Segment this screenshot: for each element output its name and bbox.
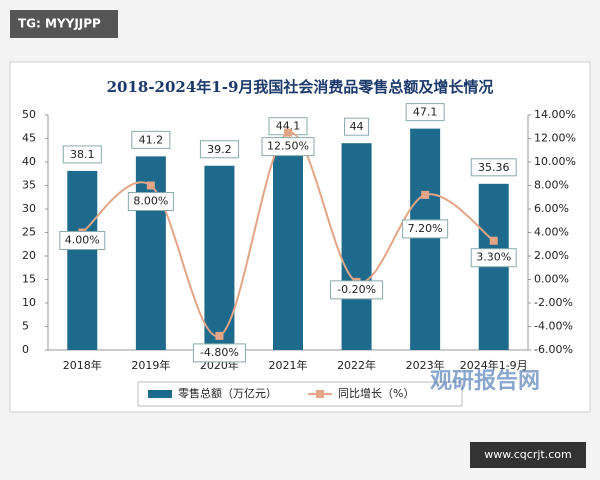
y-tick-label: 0 [22, 343, 29, 356]
bar [341, 143, 372, 350]
line-label: 3.30% [476, 251, 511, 264]
line-label-box [330, 280, 384, 300]
line-marker [284, 128, 292, 137]
bar [273, 142, 303, 350]
watermark-brand: 观研报告网 [430, 369, 540, 394]
y-tick-label: 15 [22, 273, 36, 286]
badge-box [10, 10, 118, 38]
line-label-box [127, 192, 174, 211]
line-marker [421, 190, 430, 199]
line-label-box [402, 219, 449, 239]
bar-label: 41.2 [139, 133, 164, 146]
bar-label: 44.1 [276, 120, 301, 133]
y2-tick-label: -4.00% [534, 320, 573, 333]
line-label: 8.00% [133, 195, 168, 208]
bar-label: 47.1 [413, 106, 438, 119]
x-tick-label: 2022年 [337, 358, 376, 372]
bar [67, 170, 98, 350]
x-tick-label: 2019年 [131, 358, 170, 372]
y-tick-label: 45 [22, 132, 36, 145]
legend-marker [316, 390, 324, 398]
y-tick-label: 25 [22, 226, 36, 239]
bar-label: 35.36 [478, 161, 510, 174]
x-tick-label: 2023年 [406, 358, 445, 372]
legend-label: 同比增长（%） [338, 386, 414, 400]
bar-label: 44 [350, 120, 364, 133]
line-label: 7.20% [408, 222, 443, 235]
y2-tick-label: -2.00% [534, 296, 573, 309]
y2-tick-label: 4.00% [534, 226, 569, 239]
bar-label-box [199, 140, 239, 159]
bar-label: 39.2 [207, 143, 232, 156]
y-tick-label: 10 [22, 296, 36, 309]
bar-label-box [62, 145, 102, 164]
line-label-box [192, 343, 246, 363]
watermark-box [470, 442, 586, 468]
badge: TG: MYYJJPP [18, 17, 101, 31]
y-tick-label: 30 [22, 202, 36, 215]
legend-box [137, 381, 463, 407]
line-label: 12.50% [267, 140, 309, 153]
chart-title: 2018-2024年1-9月我国社会消费品零售总额及增长情况 [107, 78, 494, 96]
line-label-box [261, 137, 315, 157]
watermark-site: www.cqcrjt.com [484, 448, 571, 461]
y2-tick-label: 6.00% [534, 202, 569, 215]
bar-label-box [405, 103, 445, 122]
line-label: 4.00% [65, 234, 100, 247]
y-tick-label: 5 [22, 320, 29, 333]
y2-tick-label: 10.00% [534, 155, 576, 168]
line-marker [215, 331, 224, 340]
bar-label: 38.1 [70, 148, 95, 161]
line-marker [146, 181, 155, 190]
line-label: -4.80% [200, 346, 239, 359]
y2-tick-label: 14.00% [534, 108, 576, 121]
legend-label: 零售总额（万亿元） [178, 386, 277, 400]
x-tick-label: 2021年 [269, 358, 308, 372]
x-tick-label: 2018年 [63, 358, 102, 372]
y-tick-label: 35 [22, 179, 36, 192]
line-marker [489, 236, 498, 245]
x-tick-label: 2024年1-9月 [460, 358, 528, 372]
y-tick-label: 40 [22, 155, 36, 168]
y-tick-label: 20 [22, 249, 36, 262]
legend-swatch [148, 390, 172, 398]
bar [410, 128, 441, 350]
line-label-box [470, 248, 517, 268]
bar-label-box [470, 158, 517, 177]
line-label-box [59, 231, 106, 250]
line-label: -0.20% [337, 283, 376, 296]
y2-tick-label: -6.00% [534, 343, 573, 356]
y2-tick-label: 8.00% [534, 179, 569, 192]
y-tick-label: 50 [22, 108, 36, 121]
bar-label-box [131, 130, 171, 149]
bar-label-box [344, 117, 370, 136]
y2-tick-label: 0.00% [534, 273, 569, 286]
y2-tick-label: 12.00% [534, 132, 576, 145]
y2-tick-label: 2.00% [534, 249, 569, 262]
